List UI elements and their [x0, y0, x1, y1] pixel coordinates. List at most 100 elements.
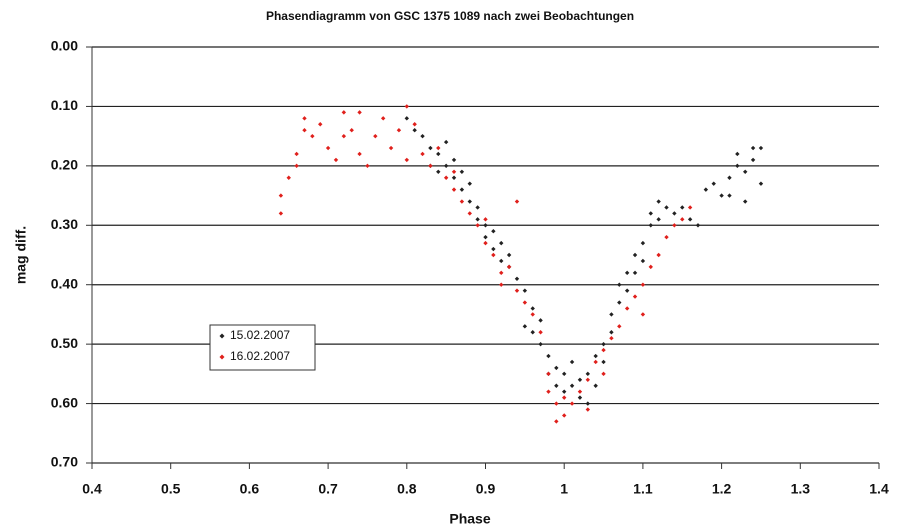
y-tick-label: 0.70 [51, 454, 78, 470]
point [294, 151, 299, 157]
x-tick-label: 1 [560, 481, 568, 497]
point [499, 258, 504, 264]
legend-marker [219, 333, 225, 339]
point [286, 175, 291, 180]
point [491, 229, 496, 234]
point [538, 341, 543, 347]
point [514, 276, 520, 281]
point [750, 157, 756, 163]
point [656, 252, 661, 258]
point [483, 240, 488, 246]
point [640, 258, 646, 264]
point [554, 365, 559, 371]
point [349, 128, 354, 133]
legend-label: 15.02.2007 [230, 328, 290, 342]
point [703, 187, 709, 192]
point [640, 312, 646, 317]
point [428, 145, 433, 151]
point [318, 122, 323, 127]
point [475, 223, 480, 228]
x-axis-label: Phase [449, 511, 490, 527]
point [278, 193, 284, 198]
point [412, 128, 417, 133]
point [357, 151, 362, 157]
point [617, 300, 622, 305]
x-tick-label: 0.6 [240, 481, 260, 497]
point [609, 330, 614, 335]
legend-label: 16.02.2007 [230, 349, 290, 363]
point [467, 211, 472, 216]
point [569, 401, 575, 406]
point [554, 419, 559, 424]
x-tick-label: 0.4 [82, 481, 102, 497]
point [522, 324, 528, 329]
point [562, 371, 567, 377]
point [373, 133, 378, 139]
point [404, 104, 409, 109]
point [451, 175, 457, 180]
point [569, 359, 575, 365]
point [491, 252, 496, 258]
y-axis-label: mag diff. [13, 226, 29, 284]
x-tick-label: 0.8 [397, 481, 417, 497]
point [687, 217, 693, 222]
point [648, 223, 653, 228]
point [664, 234, 669, 240]
point [436, 151, 441, 157]
point [294, 163, 299, 169]
point [735, 163, 740, 169]
point [302, 128, 307, 133]
point [499, 282, 504, 287]
point [499, 270, 504, 276]
point [459, 199, 465, 204]
point [672, 223, 677, 228]
point [333, 157, 339, 163]
point [687, 205, 693, 210]
point [758, 145, 764, 151]
point [436, 169, 441, 174]
point [672, 211, 677, 216]
point [632, 252, 638, 258]
point [451, 157, 457, 163]
point [585, 407, 591, 412]
point [506, 264, 512, 270]
point [499, 240, 504, 246]
point [585, 401, 591, 406]
point [617, 324, 622, 329]
y-tick-label: 0.30 [51, 216, 78, 232]
point [278, 211, 284, 216]
point [569, 383, 575, 388]
point [735, 151, 740, 157]
point [530, 312, 535, 317]
x-tick-label: 0.9 [476, 481, 496, 497]
point [562, 413, 567, 418]
point [624, 288, 630, 293]
legend-marker [219, 354, 225, 360]
point [601, 341, 606, 347]
point [585, 377, 591, 382]
point [443, 139, 449, 145]
point [680, 217, 685, 222]
point [522, 300, 528, 305]
point [538, 318, 543, 323]
point [546, 389, 551, 394]
point [310, 133, 315, 139]
point [506, 252, 512, 258]
point [420, 133, 425, 139]
point [593, 353, 598, 359]
point [451, 187, 457, 192]
legend-box [209, 324, 316, 371]
point [443, 175, 449, 180]
point [522, 288, 528, 293]
point [617, 282, 622, 287]
point [664, 205, 669, 210]
x-tick-label: 1.2 [712, 481, 732, 497]
point [609, 312, 614, 317]
y-tick-label: 0.00 [51, 38, 78, 54]
point [601, 359, 606, 365]
point [680, 205, 685, 210]
point [546, 371, 551, 377]
point [632, 294, 638, 299]
point [577, 389, 583, 394]
point [514, 199, 520, 204]
